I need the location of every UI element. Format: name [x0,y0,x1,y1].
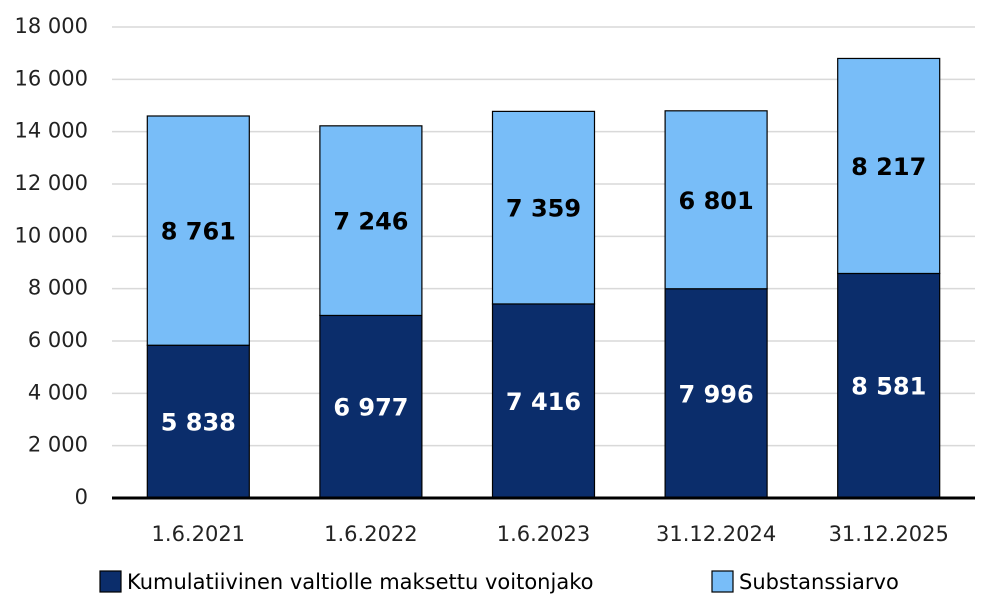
bar-segment [491,110,596,305]
legend-swatch [99,570,122,593]
bar-segment [664,110,768,290]
value-label: 7 359 [506,195,581,223]
y-tick-label: 12 000 [15,171,88,195]
y-tick-label: 8 000 [28,276,88,300]
bar-segment [837,57,941,275]
y-tick-label: 18 000 [15,14,88,38]
value-label: 8 761 [161,218,236,246]
y-tick-label: 6 000 [28,328,88,352]
y-tick-label: 16 000 [15,66,88,90]
legend-label: Substanssiarvo [739,570,899,594]
value-label: 5 838 [161,409,236,437]
value-label: 8 581 [851,373,926,401]
x-tick-label: 1.6.2023 [497,522,591,546]
legend-swatch [711,570,734,593]
y-tick-label: 10 000 [15,223,88,247]
y-tick-label: 0 [75,485,88,509]
y-tick-label: 14 000 [15,119,88,143]
x-tick-label: 31.12.2025 [829,522,949,546]
bar-segment [146,344,250,499]
y-tick-label: 2 000 [28,433,88,457]
value-label: 8 217 [851,153,926,181]
x-tick-label: 1.6.2021 [152,522,246,546]
value-label: 7 246 [333,208,408,236]
value-label: 7 416 [506,388,581,416]
bar-segment [837,272,941,499]
legend-label: Kumulatiivinen valtiolle maksettu voiton… [127,570,593,594]
bar-segment [319,125,423,317]
x-tick-label: 1.6.2022 [324,522,418,546]
bar-segment [146,115,250,346]
x-tick-label: 31.12.2024 [656,522,776,546]
value-label: 7 996 [679,380,754,408]
y-tick-label: 4 000 [28,380,88,404]
value-label: 6 801 [679,187,754,215]
value-label: 6 977 [333,394,408,422]
